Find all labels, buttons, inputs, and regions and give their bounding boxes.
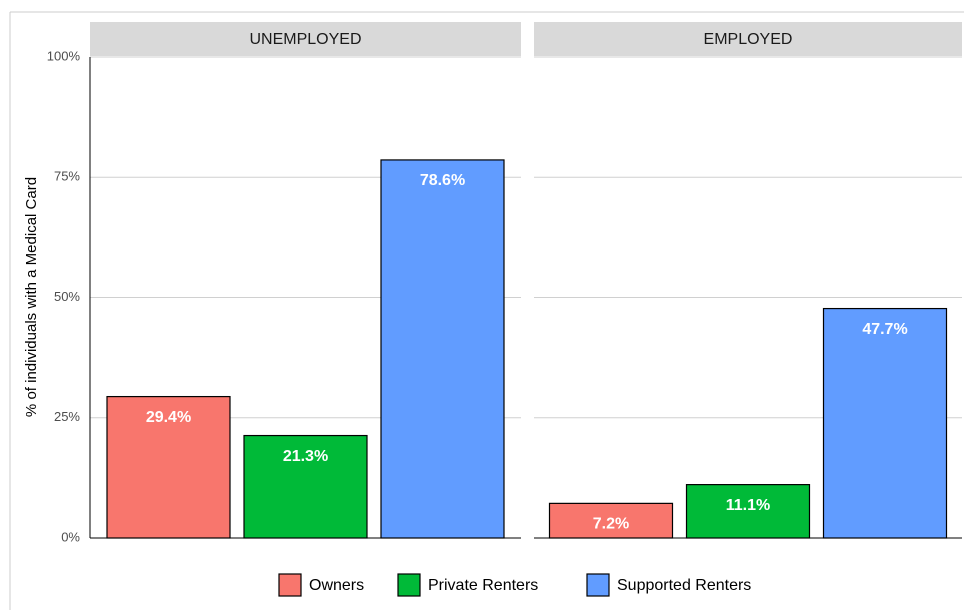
bar xyxy=(243,434,368,539)
legend-swatch xyxy=(586,573,610,597)
legend-swatch xyxy=(397,573,421,597)
value-label: 11.1% xyxy=(726,497,770,514)
legend-label: Owners xyxy=(309,577,364,594)
y-tick-label: 100% xyxy=(47,48,81,63)
y-tick-label: 75% xyxy=(54,169,80,184)
bar xyxy=(380,159,505,539)
legend-swatch xyxy=(278,573,302,597)
value-label: 47.7% xyxy=(862,321,907,338)
y-tick-label: 50% xyxy=(54,289,80,304)
legend-label: Private Renters xyxy=(428,577,538,594)
bar xyxy=(822,307,948,539)
legend-label: Supported Renters xyxy=(617,577,751,594)
value-label: 7.2% xyxy=(593,516,629,533)
y-axis-title: % of individuals with a Medical Card xyxy=(23,177,40,417)
value-label: 78.6% xyxy=(420,172,465,189)
bar xyxy=(548,502,674,539)
y-tick-label: 25% xyxy=(54,409,80,424)
y-tick-label: 0% xyxy=(61,529,80,544)
facet-label: EMPLOYED xyxy=(704,31,793,48)
bar xyxy=(685,484,811,539)
bar xyxy=(106,395,231,539)
value-label: 29.4% xyxy=(146,409,191,426)
facet-strip xyxy=(90,22,521,56)
facet-strip xyxy=(534,22,962,56)
facet-label: UNEMPLOYED xyxy=(249,31,361,48)
value-label: 21.3% xyxy=(283,448,328,465)
